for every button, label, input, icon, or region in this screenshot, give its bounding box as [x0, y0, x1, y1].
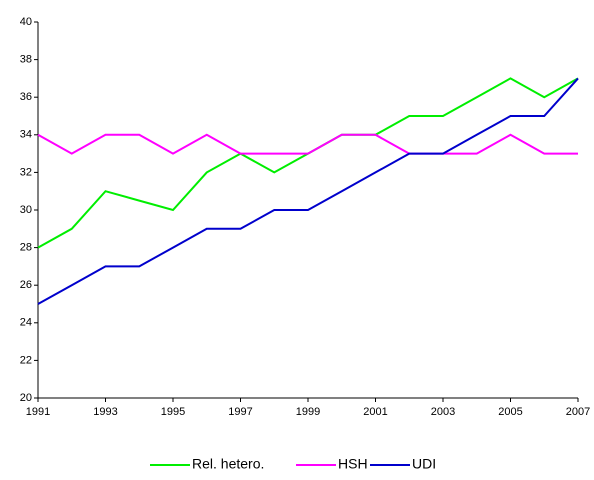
x-tick-label: 1997 [228, 406, 252, 418]
x-tick-label: 1993 [93, 406, 117, 418]
series-line [37, 77, 579, 249]
y-tick-label: 30 [20, 204, 32, 216]
y-tick-label: 22 [20, 354, 32, 366]
x-tick-label: 1991 [26, 406, 50, 418]
legend: Rel. hetero. HSH UDI [150, 456, 436, 472]
series-line [37, 133, 578, 155]
x-tick-label: 2007 [566, 406, 590, 418]
y-tick-label: 40 [20, 16, 32, 28]
y-tick-label: 36 [20, 91, 32, 103]
legend-label: UDI [412, 456, 436, 472]
x-tick-label: 2005 [498, 406, 522, 418]
y-tick-label: 34 [20, 129, 32, 141]
x-tick-label: 1999 [296, 406, 320, 418]
y-tick-label: 38 [20, 54, 32, 66]
x-tick-label: 2003 [431, 406, 455, 418]
x-tick-label: 2001 [363, 406, 387, 418]
y-tick-label: 20 [20, 392, 32, 404]
y-tick-label: 32 [20, 166, 32, 178]
series-line [37, 77, 579, 305]
legend-label: Rel. hetero. [192, 456, 264, 472]
legend-label: HSH [338, 456, 368, 472]
y-tick-label: 24 [20, 317, 32, 329]
y-tick-label: 26 [20, 279, 32, 291]
y-tick-label: 28 [20, 242, 32, 254]
x-tick-label: 1995 [161, 406, 185, 418]
